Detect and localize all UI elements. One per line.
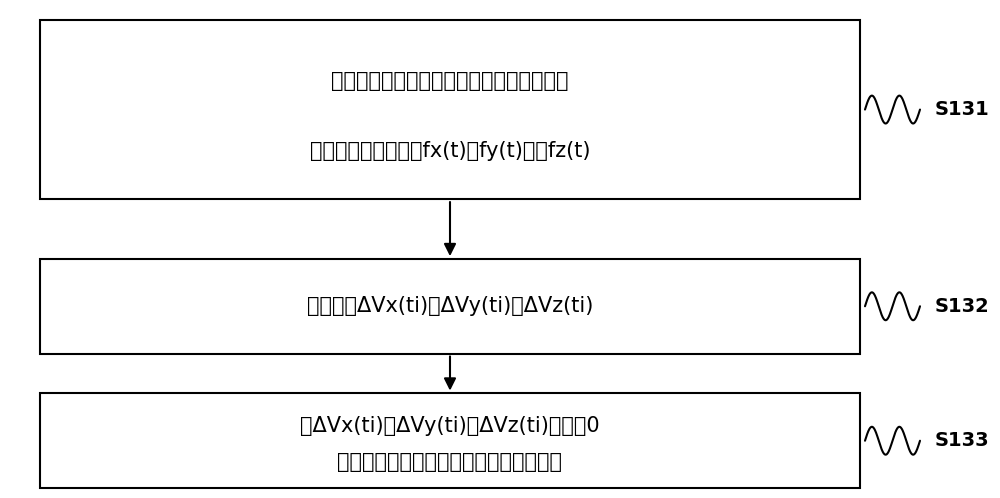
Text: 分别计算ΔVx(ti)、ΔVy(ti)与ΔVz(ti): 分别计算ΔVx(ti)、ΔVy(ti)与ΔVz(ti) (307, 296, 593, 316)
Bar (40, 259, 860, 354)
Text: 根据三个轴的历史加速度值分别获取三个轴: 根据三个轴的历史加速度值分别获取三个轴 (331, 71, 569, 91)
Text: S132: S132 (935, 297, 990, 316)
Bar (40, 20, 860, 199)
Text: 在ΔVx(ti)、ΔVy(ti)与ΔVz(ti)均等于0: 在ΔVx(ti)、ΔVy(ti)与ΔVz(ti)均等于0 (300, 416, 600, 436)
Text: S133: S133 (935, 431, 990, 450)
Text: 时，判定所述被测箱包当前处于静止状态: 时，判定所述被测箱包当前处于静止状态 (337, 453, 562, 473)
Text: S131: S131 (935, 100, 990, 119)
Text: 的加速度值变化函数fx(t)、fy(t)以及fz(t): 的加速度值变化函数fx(t)、fy(t)以及fz(t) (310, 141, 590, 161)
Bar (40, 393, 860, 488)
